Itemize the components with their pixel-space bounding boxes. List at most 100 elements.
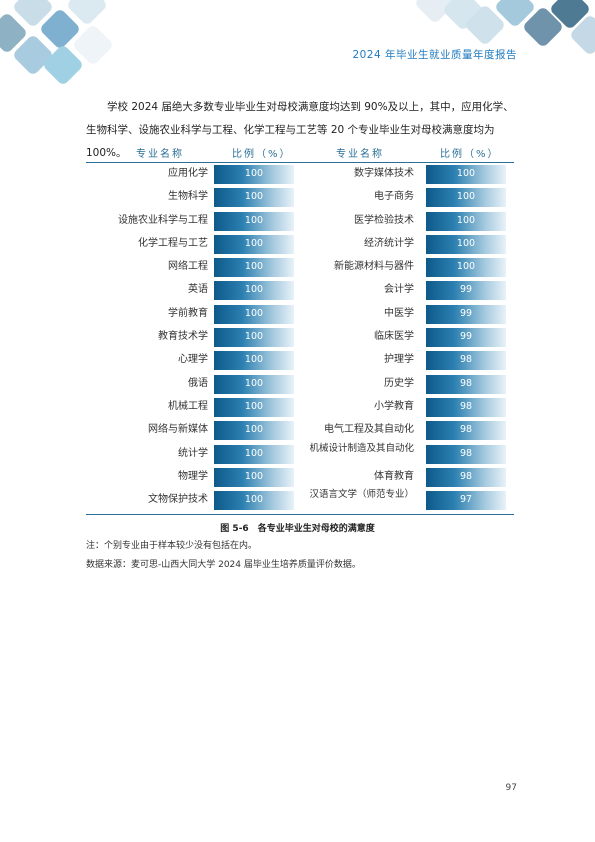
header-name-left: 专业名称 <box>136 149 184 160</box>
ratio-value-right: 98 <box>459 377 473 389</box>
ratio-value-left: 100 <box>244 470 264 482</box>
data-source: 数据来源：麦可思-山西大同大学 2024 届毕业生培养质量评价数据。 <box>86 560 361 570</box>
ratio-value-right: 99 <box>459 331 473 343</box>
ratio-value-left: 100 <box>244 424 264 436</box>
ratio-value-right: 99 <box>459 284 473 296</box>
major-name-right: 护理学 <box>384 354 414 366</box>
major-name-right: 医学检验技术 <box>354 214 414 226</box>
major-name-left: 生物科学 <box>168 191 208 203</box>
ratio-value-right: 100 <box>456 261 476 273</box>
ratio-value-left: 100 <box>244 284 264 296</box>
table-row: 化学工程与工艺 100 经济统计学 100 <box>86 233 514 256</box>
ratio-value-left: 100 <box>244 354 264 366</box>
ratio-value-left: 100 <box>244 214 264 226</box>
table-row: 生物科学 100 电子商务 100 <box>86 186 514 209</box>
major-name-right: 汉语言文学（师范专业） <box>309 489 414 501</box>
table-row: 文物保护技术 100 汉语言文学（师范专业） 97 <box>86 489 514 512</box>
ratio-value-right: 100 <box>456 237 476 249</box>
intro-paragraph: 学校 2024 届绝大多数专业毕业生对母校满意度均达到 90%及以上，其中，应用… <box>86 101 514 159</box>
major-name-left: 文物保护技术 <box>148 494 208 506</box>
ratio-bar-right: 100 <box>426 258 506 278</box>
major-name-right: 历史学 <box>384 377 414 389</box>
ratio-bar-left: 100 <box>214 188 294 208</box>
ratio-bar-left: 100 <box>214 491 294 511</box>
table-row: 心理学 100 护理学 98 <box>86 349 514 372</box>
ratio-bar-right: 98 <box>426 374 506 394</box>
ratio-bar-left: 100 <box>214 258 294 278</box>
major-name-right: 电气工程及其自动化 <box>324 424 414 436</box>
table-row: 设施农业科学与工程 100 医学检验技术 100 <box>86 210 514 233</box>
ratio-bar-right: 99 <box>426 281 506 301</box>
table-body: 应用化学 100 数字媒体技术 100 生物科学 100 电子商务 100 设施农业科学与工程 1… <box>86 163 514 512</box>
footnote: 注：个别专业由于样本较少没有包括在内。 <box>86 541 258 551</box>
major-name-right: 机械设计制造及其自动化 <box>309 442 414 454</box>
ratio-value-right: 98 <box>459 470 473 482</box>
table-header: 专业名称 比例（%） 专业名称 比例（%） <box>86 142 514 163</box>
ratio-value-left: 100 <box>244 400 264 412</box>
table-row: 统计学 100 机械设计制造及其自动化 98 <box>86 443 514 466</box>
ratio-bar-left: 100 <box>214 421 294 441</box>
table-row: 网络工程 100 新能源材料与器件 100 <box>86 256 514 279</box>
ratio-bar-left: 100 <box>214 165 294 184</box>
major-name-left: 网络与新媒体 <box>148 424 208 436</box>
ratio-value-right: 98 <box>459 354 473 366</box>
ratio-value-right: 97 <box>459 494 473 506</box>
ratio-bar-left: 100 <box>214 234 294 254</box>
ratio-bar-right: 98 <box>426 397 506 417</box>
major-name-right: 新能源材料与器件 <box>334 261 414 273</box>
ratio-value-right: 98 <box>459 424 473 436</box>
major-name-left: 心理学 <box>178 354 208 366</box>
ratio-bar-right: 97 <box>426 491 506 511</box>
ratio-bar-left: 100 <box>214 397 294 417</box>
major-name-left: 应用化学 <box>168 168 208 179</box>
ratio-bar-right: 100 <box>426 165 506 184</box>
table-row: 俄语 100 历史学 98 <box>86 373 514 396</box>
table-row: 机械工程 100 小学教育 98 <box>86 396 514 419</box>
ratio-bar-right: 98 <box>426 421 506 441</box>
major-name-left: 统计学 <box>178 447 208 459</box>
table-bottom-rule <box>86 514 514 516</box>
ratio-value-right: 98 <box>459 447 473 459</box>
ratio-value-right: 98 <box>459 400 473 412</box>
major-name-right: 小学教育 <box>374 400 414 412</box>
major-name-left: 机械工程 <box>168 400 208 412</box>
major-name-left: 网络工程 <box>168 261 208 273</box>
major-name-left: 俄语 <box>188 377 208 389</box>
satisfaction-table: 专业名称 比例（%） 专业名称 比例（%） 应用化学 100 数字媒体技术 100 生物… <box>86 142 514 516</box>
ratio-value-right: 100 <box>456 168 476 179</box>
major-name-left: 物理学 <box>178 470 208 482</box>
ratio-value-left: 100 <box>244 307 264 319</box>
major-name-right: 经济统计学 <box>364 237 414 249</box>
ratio-bar-left: 100 <box>214 328 294 348</box>
ratio-value-left: 100 <box>244 237 264 249</box>
table-row: 物理学 100 体育教育 98 <box>86 466 514 489</box>
major-name-left: 学前教育 <box>168 307 208 319</box>
table-row: 学前教育 100 中医学 99 <box>86 303 514 326</box>
ratio-bar-right: 98 <box>426 444 506 464</box>
table-row: 教育技术学 100 临床医学 99 <box>86 326 514 349</box>
ratio-bar-right: 98 <box>426 351 506 371</box>
ratio-bar-left: 100 <box>214 351 294 371</box>
ratio-bar-right: 100 <box>426 188 506 208</box>
ratio-bar-right: 100 <box>426 234 506 254</box>
header-ratio-right: 比例（%） <box>440 149 500 160</box>
header-ratio-left: 比例（%） <box>232 149 292 160</box>
ratio-value-left: 100 <box>244 447 264 459</box>
ratio-bar-right: 99 <box>426 304 506 324</box>
header-name-right: 专业名称 <box>336 149 384 160</box>
ratio-value-left: 100 <box>244 494 264 506</box>
ratio-bar-left: 100 <box>214 444 294 464</box>
report-header-title: 2024 年毕业生就业质量年度报告 <box>352 49 517 61</box>
ratio-value-left: 100 <box>244 331 264 343</box>
ratio-value-left: 100 <box>244 261 264 273</box>
page-number: 97 <box>505 783 517 793</box>
ratio-bar-left: 100 <box>214 467 294 487</box>
ratio-bar-left: 100 <box>214 281 294 301</box>
major-name-left: 化学工程与工艺 <box>138 237 208 249</box>
ratio-bar-left: 100 <box>214 304 294 324</box>
major-name-left: 设施农业科学与工程 <box>118 214 208 226</box>
ratio-value-right: 100 <box>456 191 476 203</box>
major-name-right: 中医学 <box>384 307 414 319</box>
table-row: 英语 100 会计学 99 <box>86 279 514 302</box>
ratio-bar-right: 98 <box>426 467 506 487</box>
